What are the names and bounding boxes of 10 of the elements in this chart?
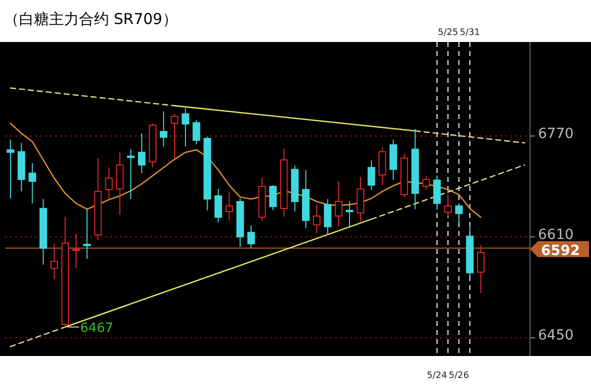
xtick: 5/24	[426, 371, 448, 381]
xtick: 5/25	[438, 28, 458, 38]
ref-label: 6592	[541, 243, 580, 260]
title: （白糖主力合约 SR709）	[4, 10, 178, 28]
xtick: 5/26	[448, 371, 470, 381]
annotation: 6467	[80, 321, 114, 336]
ytick: 6450	[538, 328, 574, 344]
xtick: 5/31	[460, 28, 480, 38]
ytick: 6610	[538, 226, 574, 243]
ytick: 6770	[538, 126, 574, 142]
